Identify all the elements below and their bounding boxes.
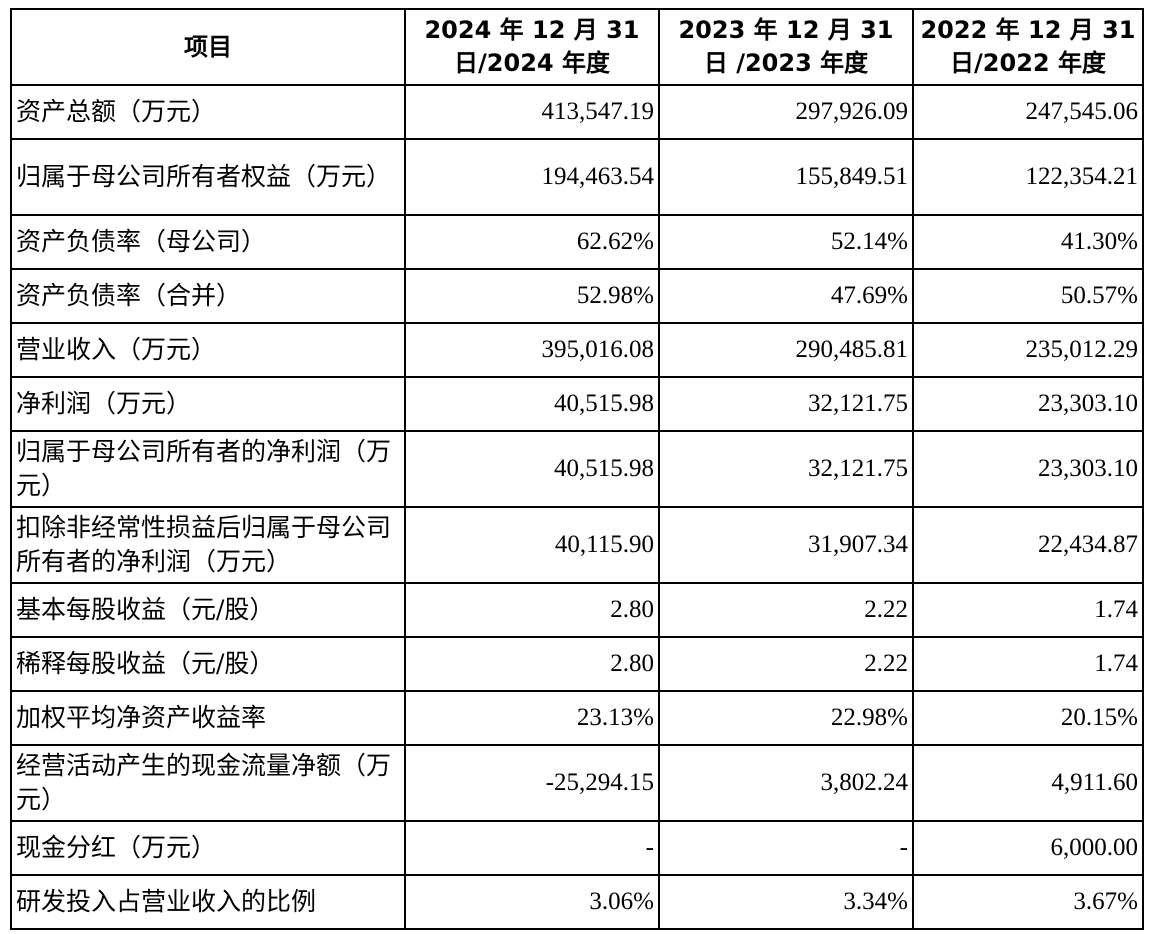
cell-2024: 194,463.54: [404, 138, 660, 216]
table-row: 扣除非经常性损益后归属于母公司所有者的净利润（万元） 40,115.90 31,…: [10, 506, 1144, 584]
cell-2023: 22.98%: [658, 690, 914, 746]
row-label: 基本每股收益（元/股）: [10, 582, 406, 638]
table-row: 归属于母公司所有者的净利润（万元） 40,515.98 32,121.75 23…: [10, 430, 1144, 508]
cell-2022: 23,303.10: [912, 376, 1144, 432]
header-year-2023: 2023 年 12 月 31 日 /2023 年度: [658, 8, 914, 86]
row-label: 归属于母公司所有者权益（万元）: [10, 138, 406, 216]
cell-2022: 235,012.29: [912, 322, 1144, 378]
row-label: 稀释每股收益（元/股）: [10, 636, 406, 692]
cell-2022: 22,434.87: [912, 506, 1144, 584]
cell-2022: 247,545.06: [912, 84, 1144, 140]
cell-2022: 122,354.21: [912, 138, 1144, 216]
cell-2024: 62.62%: [404, 214, 660, 270]
cell-2023: 2.22: [658, 582, 914, 638]
cell-2022: 1.74: [912, 582, 1144, 638]
cell-2022: 41.30%: [912, 214, 1144, 270]
row-label: 加权平均净资产收益率: [10, 690, 406, 746]
table-row: 加权平均净资产收益率 23.13% 22.98% 20.15%: [10, 690, 1144, 746]
row-label: 扣除非经常性损益后归属于母公司所有者的净利润（万元）: [10, 506, 406, 584]
row-label: 资产总额（万元）: [10, 84, 406, 140]
cell-2024: 395,016.08: [404, 322, 660, 378]
cell-2022: 3.67%: [912, 874, 1144, 930]
cell-2022: 23,303.10: [912, 430, 1144, 508]
cell-2023: 3,802.24: [658, 744, 914, 822]
row-label: 研发投入占营业收入的比例: [10, 874, 406, 930]
cell-2022: 20.15%: [912, 690, 1144, 746]
table-row: 经营活动产生的现金流量净额（万元） -25,294.15 3,802.24 4,…: [10, 744, 1144, 822]
table-row: 资产负债率（合并） 52.98% 47.69% 50.57%: [10, 268, 1144, 324]
cell-2022: 4,911.60: [912, 744, 1144, 822]
cell-2024: 52.98%: [404, 268, 660, 324]
header-item: 项目: [10, 8, 406, 86]
financial-summary-table: 项目 2024 年 12 月 31 日/2024 年度 2023 年 12 月 …: [10, 8, 1144, 930]
table-row: 营业收入（万元） 395,016.08 290,485.81 235,012.2…: [10, 322, 1144, 378]
cell-2023: 52.14%: [658, 214, 914, 270]
cell-2024: -: [404, 820, 660, 876]
table-row: 基本每股收益（元/股） 2.80 2.22 1.74: [10, 582, 1144, 638]
table-header-row: 项目 2024 年 12 月 31 日/2024 年度 2023 年 12 月 …: [10, 8, 1144, 86]
cell-2024: 40,515.98: [404, 430, 660, 508]
cell-2023: 32,121.75: [658, 376, 914, 432]
row-label: 资产负债率（合并）: [10, 268, 406, 324]
row-label: 营业收入（万元）: [10, 322, 406, 378]
header-year-2022: 2022 年 12 月 31 日/2022 年度: [912, 8, 1144, 86]
table-row: 归属于母公司所有者权益（万元） 194,463.54 155,849.51 12…: [10, 138, 1144, 216]
cell-2023: 3.34%: [658, 874, 914, 930]
row-label: 归属于母公司所有者的净利润（万元）: [10, 430, 406, 508]
table-row: 稀释每股收益（元/股） 2.80 2.22 1.74: [10, 636, 1144, 692]
cell-2024: 2.80: [404, 582, 660, 638]
cell-2023: 2.22: [658, 636, 914, 692]
cell-2024: 413,547.19: [404, 84, 660, 140]
cell-2023: 297,926.09: [658, 84, 914, 140]
cell-2024: 3.06%: [404, 874, 660, 930]
cell-2022: 6,000.00: [912, 820, 1144, 876]
cell-2023: -: [658, 820, 914, 876]
cell-2024: -25,294.15: [404, 744, 660, 822]
cell-2022: 1.74: [912, 636, 1144, 692]
cell-2024: 40,115.90: [404, 506, 660, 584]
table-row: 资产负债率（母公司） 62.62% 52.14% 41.30%: [10, 214, 1144, 270]
cell-2023: 32,121.75: [658, 430, 914, 508]
cell-2023: 155,849.51: [658, 138, 914, 216]
table-row: 净利润（万元） 40,515.98 32,121.75 23,303.10: [10, 376, 1144, 432]
table-row: 资产总额（万元） 413,547.19 297,926.09 247,545.0…: [10, 84, 1144, 140]
table-row: 研发投入占营业收入的比例 3.06% 3.34% 3.67%: [10, 874, 1144, 930]
cell-2023: 47.69%: [658, 268, 914, 324]
row-label: 现金分红（万元）: [10, 820, 406, 876]
header-year-2024: 2024 年 12 月 31 日/2024 年度: [404, 8, 660, 86]
cell-2023: 290,485.81: [658, 322, 914, 378]
row-label: 资产负债率（母公司）: [10, 214, 406, 270]
table-row: 现金分红（万元） - - 6,000.00: [10, 820, 1144, 876]
cell-2022: 50.57%: [912, 268, 1144, 324]
cell-2024: 40,515.98: [404, 376, 660, 432]
cell-2023: 31,907.34: [658, 506, 914, 584]
row-label: 经营活动产生的现金流量净额（万元）: [10, 744, 406, 822]
cell-2024: 23.13%: [404, 690, 660, 746]
cell-2024: 2.80: [404, 636, 660, 692]
row-label: 净利润（万元）: [10, 376, 406, 432]
